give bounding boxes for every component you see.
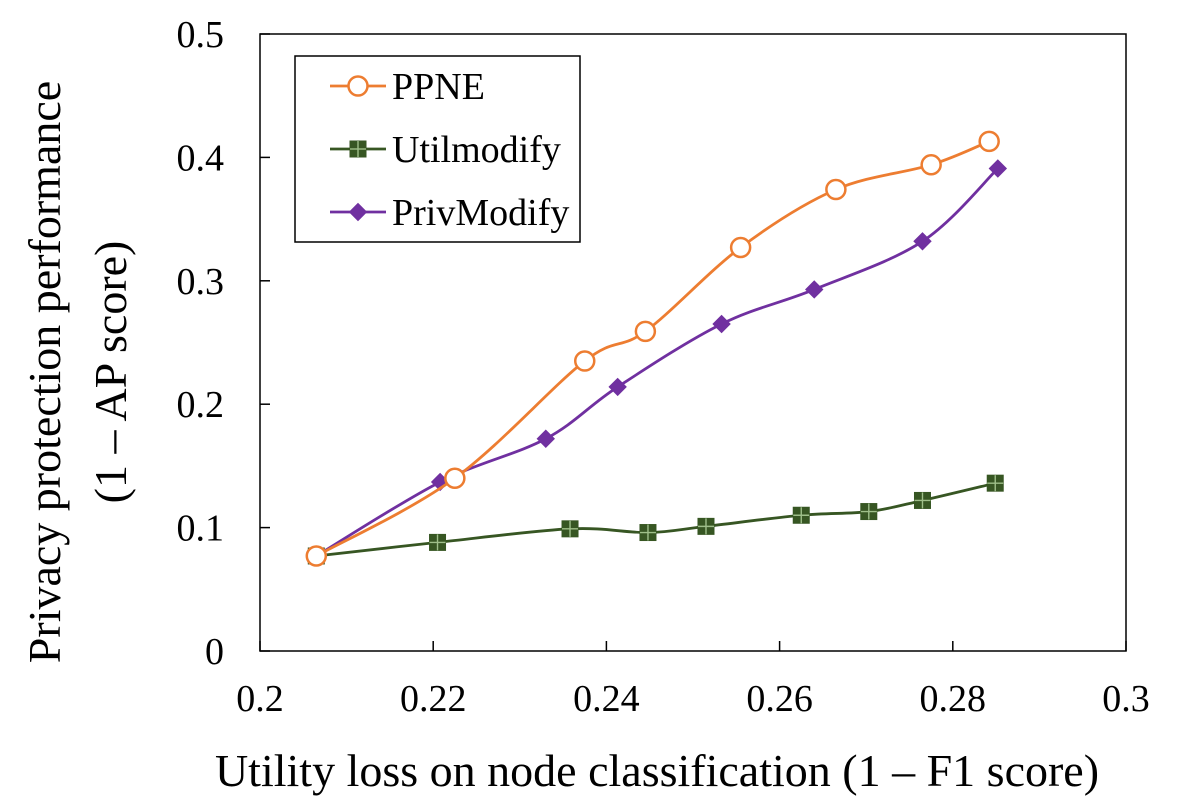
- legend-swatch-marker: [347, 75, 369, 97]
- y-axis: 0 0.1 0.2 0.3 0.4 0.5: [177, 14, 270, 673]
- y-tick-label: 0.2: [177, 384, 225, 426]
- data-point-utilmodify: [986, 474, 1004, 492]
- data-point-privmodify: [988, 159, 1008, 178]
- data-point-utilmodify: [639, 524, 657, 542]
- data-point-ppne: [729, 236, 752, 259]
- legend-label: PrivModify: [392, 192, 569, 234]
- series-ppne: [305, 130, 1000, 567]
- x-tick-label: 0.24: [573, 678, 640, 720]
- legend: PPNE Utilmodify PrivModify: [294, 55, 581, 243]
- data-point-utilmodify: [561, 520, 579, 538]
- legend-item-privmodify: PrivModify: [330, 192, 569, 234]
- data-point-ppne: [634, 320, 657, 343]
- y-tick-label: 0.3: [177, 261, 225, 303]
- data-point-utilmodify: [697, 517, 715, 535]
- data-point-privmodify: [608, 377, 627, 397]
- data-point-ppne: [444, 467, 466, 489]
- data-point-utilmodify: [860, 503, 878, 521]
- data-point-ppne: [574, 350, 596, 372]
- x-tick-label: 0.26: [746, 678, 813, 720]
- data-point-ppne: [978, 130, 1000, 153]
- legend-swatch-marker: [349, 140, 367, 158]
- y-axis-label-line1: Privacy protection performance: [19, 81, 70, 663]
- data-point-utilmodify: [913, 491, 931, 509]
- y-tick-label: 0.4: [177, 137, 225, 179]
- x-tick-label: 0.28: [920, 678, 987, 720]
- data-point-utilmodify: [792, 506, 810, 524]
- legend-label: Utilmodify: [392, 129, 561, 171]
- data-point-privmodify: [712, 314, 731, 334]
- legend-swatch-marker: [348, 202, 368, 222]
- series-utilmodify: [307, 474, 1004, 565]
- x-tick-label: 0.3: [1102, 678, 1150, 720]
- data-point-utilmodify: [429, 533, 447, 551]
- data-point-privmodify: [536, 429, 555, 448]
- legend-item-utilmodify: Utilmodify: [330, 129, 561, 171]
- x-axis: 0.2 0.22 0.24 0.26 0.28 0.3: [236, 641, 1150, 720]
- series-layer: [305, 130, 1008, 567]
- y-axis-label: Privacy protection performance (1 – AP s…: [19, 81, 136, 663]
- data-point-ppne: [825, 178, 847, 201]
- data-point-privmodify: [913, 232, 932, 251]
- x-axis-label: Utility loss on node classification (1 –…: [215, 745, 1099, 796]
- x-tick-label: 0.2: [236, 678, 284, 720]
- legend-item-ppne: PPNE: [330, 66, 485, 108]
- data-point-ppne: [920, 154, 942, 176]
- y-tick-label: 0: [205, 631, 224, 673]
- plot-area: [259, 33, 1127, 652]
- y-tick-label: 0.5: [177, 14, 225, 56]
- legend-label: PPNE: [392, 66, 485, 108]
- data-point-privmodify: [805, 280, 824, 299]
- x-tick-label: 0.22: [400, 678, 467, 720]
- y-tick-label: 0.1: [177, 508, 225, 550]
- y-axis-label-line2: (1 – AP score): [85, 241, 136, 504]
- data-point-ppne: [305, 545, 328, 567]
